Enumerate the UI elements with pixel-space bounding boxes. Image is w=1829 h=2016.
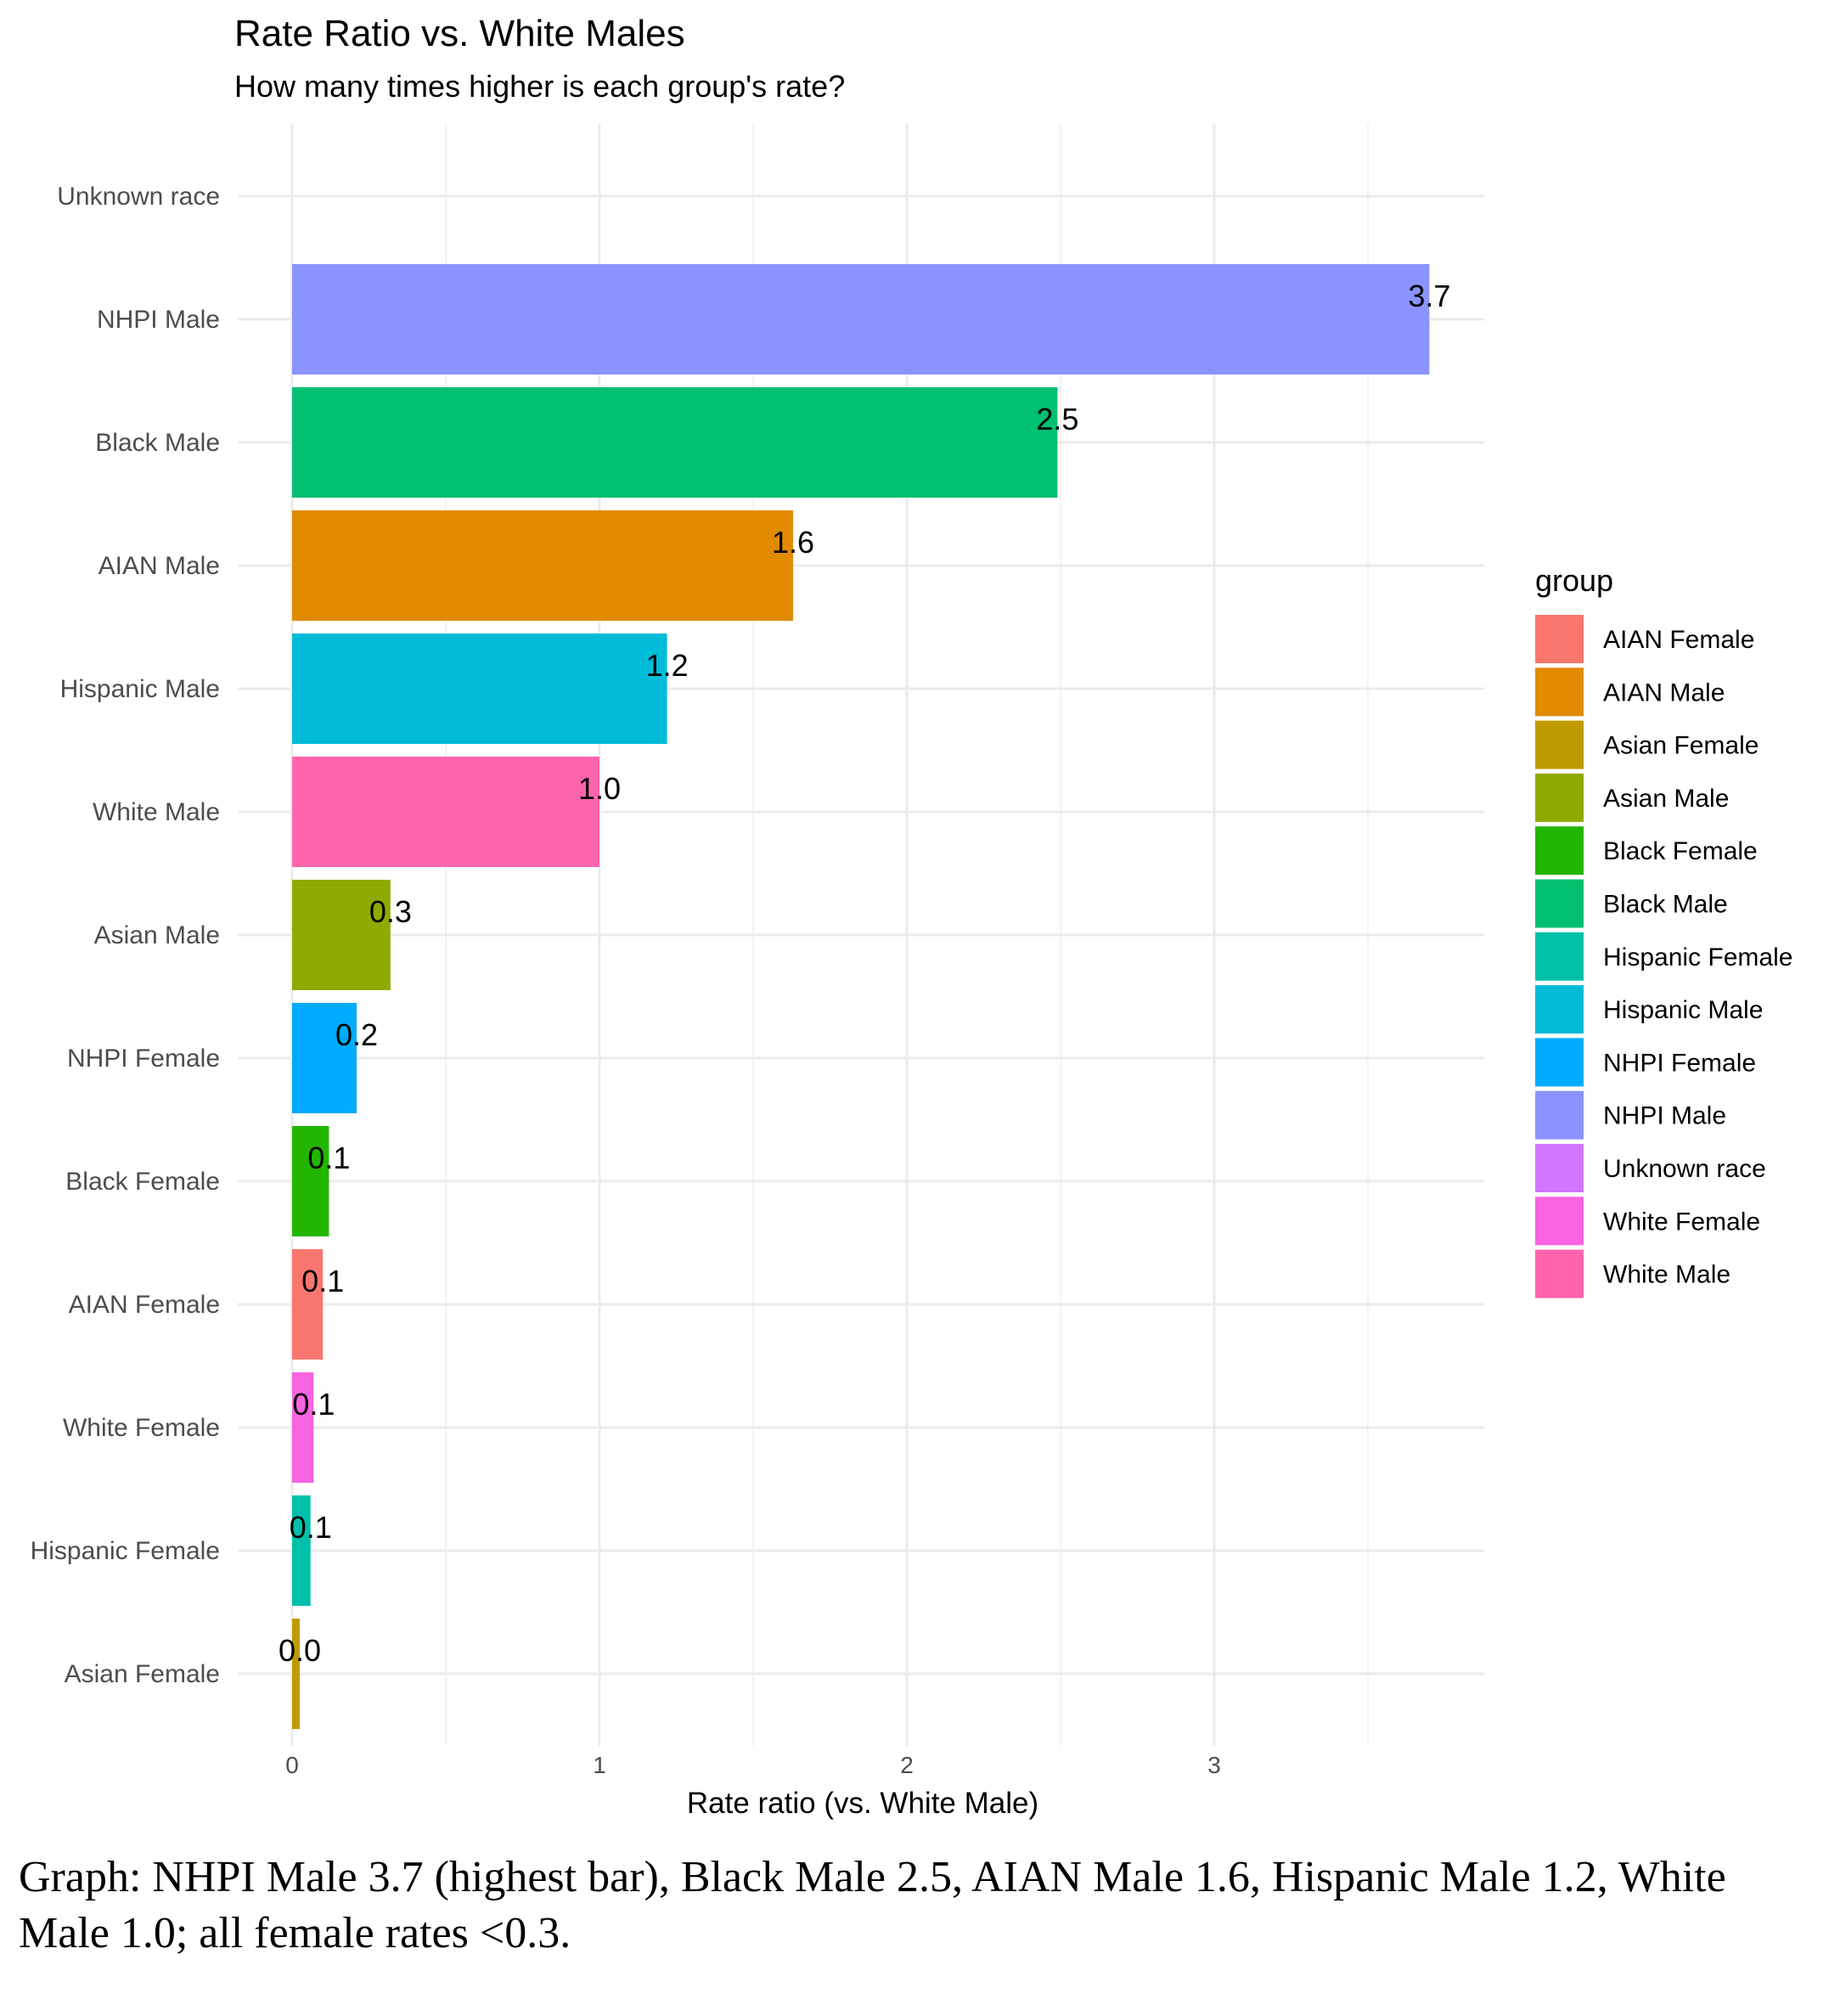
x-tick-labels: 0 1 2 3	[285, 1752, 1221, 1778]
data-label-aian-female: 0.1	[301, 1264, 344, 1298]
legend-swatch-nhpi-female	[1535, 1038, 1584, 1087]
legend-label-black-male: Black Male	[1603, 891, 1728, 919]
category-label-aian-male: AIAN Male	[98, 552, 220, 580]
legend-label-asian-male: Asian Male	[1603, 785, 1729, 813]
data-label-hispanic-female: 0.1	[290, 1510, 332, 1545]
bar-asian-female	[292, 1619, 301, 1729]
rate-ratio-chart: Rate Ratio vs. White Males How many time…	[31, 13, 1793, 1820]
category-label-nhpi-male: NHPI Male	[97, 306, 220, 334]
data-label-hispanic-male: 1.2	[646, 648, 689, 683]
category-label-hispanic-female: Hispanic Female	[31, 1537, 220, 1565]
legend-label-unknown-race: Unknown race	[1603, 1155, 1766, 1183]
legend-swatch-hispanic-male	[1535, 985, 1584, 1034]
bar-black-male	[292, 387, 1058, 498]
category-label-aian-female: AIAN Female	[69, 1291, 220, 1319]
legend-title: group	[1535, 563, 1613, 598]
data-label-white-female: 0.1	[292, 1387, 335, 1422]
legend-swatch-black-female	[1535, 826, 1584, 876]
category-label-asian-male: Asian Male	[94, 921, 220, 949]
bar-nhpi-female	[292, 1003, 357, 1113]
category-labels: Unknown race NHPI Male Black Male AIAN Male…	[31, 183, 220, 1688]
category-label-unknown-race: Unknown race	[57, 183, 220, 211]
data-label-black-female: 0.1	[307, 1140, 350, 1175]
category-label-hispanic-male: Hispanic Male	[60, 675, 220, 703]
legend-swatch-hispanic-female	[1535, 932, 1584, 981]
legend-label-aian-male: AIAN Male	[1603, 679, 1725, 707]
data-label-asian-male: 0.3	[369, 894, 412, 929]
x-tick-label: 1	[593, 1752, 606, 1778]
bar-black-female	[292, 1126, 329, 1236]
caption: Graph: NHPI Male 3.7 (highest bar), Blac…	[19, 1853, 1726, 1957]
x-tick-label: 0	[285, 1752, 299, 1778]
category-label-black-female: Black Female	[65, 1168, 220, 1196]
legend-swatch-unknown-race	[1535, 1144, 1584, 1192]
bar-aian-female	[292, 1249, 324, 1360]
legend-swatch-asian-female	[1535, 720, 1584, 769]
chart-title: Rate Ratio vs. White Males	[234, 13, 685, 54]
x-tick-label: 2	[900, 1752, 914, 1778]
bar-aian-male	[292, 510, 794, 621]
legend-swatch-white-female	[1535, 1197, 1584, 1246]
legend-label-white-male: White Male	[1603, 1261, 1731, 1289]
category-label-black-male: Black Male	[95, 429, 220, 457]
category-label-nhpi-female: NHPI Female	[67, 1045, 220, 1073]
bar-asian-male	[292, 880, 391, 990]
bar-white-female	[292, 1372, 314, 1483]
category-label-white-male: White Male	[93, 798, 220, 826]
data-label-white-male: 1.0	[578, 771, 621, 806]
data-label-black-male: 2.5	[1036, 402, 1078, 436]
legend-label-black-female: Black Female	[1603, 837, 1758, 865]
legend-label-asian-female: Asian Female	[1603, 732, 1759, 760]
data-label-nhpi-male: 3.7	[1408, 279, 1450, 313]
chart-subtitle: How many times higher is each group's ra…	[234, 69, 845, 104]
category-label-asian-female: Asian Female	[65, 1660, 220, 1688]
legend-label-aian-female: AIAN Female	[1603, 626, 1754, 654]
data-labels: 3.7 2.5 1.6 1.2 1.0 0.3 0.2 0.1 0.1 0.1 0.1 0.0	[279, 279, 1450, 1668]
bar-hispanic-female	[292, 1495, 311, 1606]
bar-white-male	[292, 757, 599, 867]
data-label-nhpi-female: 0.2	[335, 1017, 378, 1052]
legend-swatch-nhpi-male	[1535, 1090, 1584, 1140]
bars	[292, 264, 1430, 1729]
legend-swatch-aian-female	[1535, 615, 1584, 663]
data-label-aian-male: 1.6	[772, 525, 814, 560]
legend: group AIAN Female AIAN Male Asian Female As…	[1535, 563, 1792, 1298]
bar-nhpi-male	[292, 264, 1430, 374]
legend-label-nhpi-female: NHPI Female	[1603, 1049, 1756, 1077]
legend-label-hispanic-female: Hispanic Female	[1603, 943, 1792, 971]
category-label-white-female: White Female	[63, 1414, 220, 1442]
bar-hispanic-male	[292, 634, 667, 744]
legend-label-hispanic-male: Hispanic Male	[1603, 996, 1763, 1024]
legend-swatch-aian-male	[1535, 667, 1584, 717]
data-label-asian-female: 0.0	[279, 1633, 321, 1668]
legend-swatch-asian-male	[1535, 773, 1584, 822]
legend-label-nhpi-male: NHPI Male	[1603, 1102, 1726, 1130]
legend-swatch-black-male	[1535, 879, 1584, 928]
legend-label-white-female: White Female	[1603, 1208, 1760, 1236]
legend-swatch-white-male	[1535, 1249, 1584, 1298]
x-axis-title: Rate ratio (vs. White Male)	[687, 1787, 1038, 1820]
x-tick-label: 3	[1207, 1752, 1221, 1778]
